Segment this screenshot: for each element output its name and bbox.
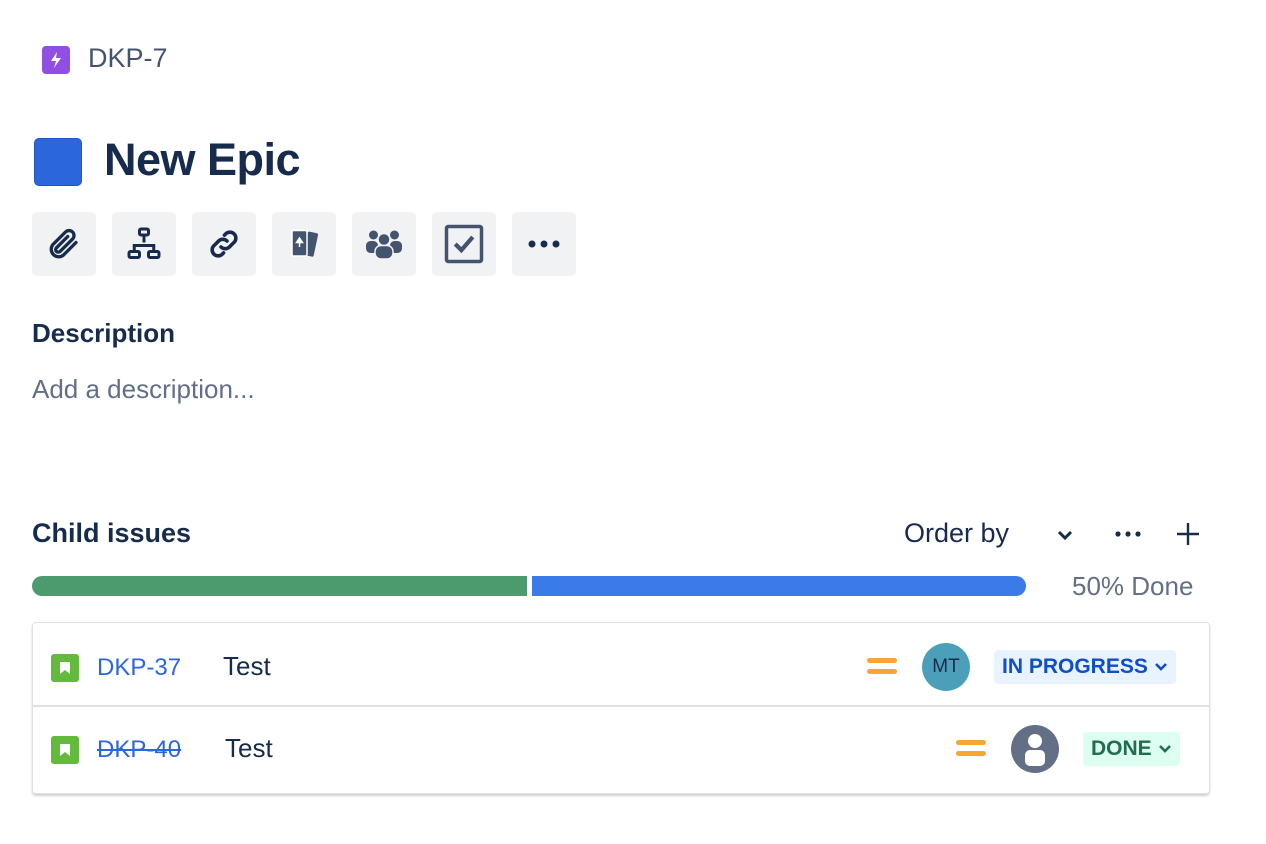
progress-remaining <box>532 576 1026 596</box>
epic-parent-icon <box>42 46 70 74</box>
paperclip-icon <box>49 228 78 259</box>
issue-summary[interactable]: Test <box>225 733 273 763</box>
link-icon <box>210 230 238 258</box>
table-row[interactable]: DKP-37 Test MT IN PROGRESS <box>33 623 1209 707</box>
issue-type-icon[interactable] <box>34 138 82 186</box>
table-row[interactable]: DKP-40 Test DONE <box>33 709 1209 793</box>
link-issue-button[interactable] <box>192 212 256 276</box>
child-more-icon[interactable] <box>1114 528 1142 540</box>
chevron-down-icon <box>1158 745 1171 753</box>
add-child-icon[interactable] <box>1175 521 1201 547</box>
chevron-down-icon[interactable] <box>1056 528 1074 542</box>
story-icon <box>51 736 79 764</box>
more-actions-button[interactable] <box>512 212 576 276</box>
checklist-button[interactable] <box>432 212 496 276</box>
issue-key-link[interactable]: DKP-37 <box>97 654 182 681</box>
order-by-button[interactable]: Order by <box>904 518 1010 548</box>
child-issue-button[interactable] <box>112 212 176 276</box>
person-icon <box>1025 734 1045 766</box>
issue-title[interactable]: New Epic <box>104 134 301 185</box>
description-input[interactable]: Add a description... <box>32 374 255 404</box>
status-dropdown[interactable]: IN PROGRESS <box>994 650 1176 684</box>
issue-summary[interactable]: Test <box>223 651 271 681</box>
chevron-down-icon <box>1154 663 1167 671</box>
status-dropdown[interactable]: DONE <box>1083 732 1180 766</box>
story-icon <box>51 654 79 682</box>
more-icon <box>528 240 560 248</box>
cards-icon <box>291 229 319 257</box>
child-issues-label: Child issues <box>32 518 192 548</box>
checkbox-icon <box>444 224 484 264</box>
status-label: DONE <box>1091 737 1152 760</box>
description-label: Description <box>32 318 176 348</box>
team-button[interactable] <box>352 212 416 276</box>
child-issues-list: DKP-37 Test MT IN PROGRESS DKP-40 Test D… <box>32 622 1210 794</box>
priority-medium-icon <box>867 652 897 680</box>
people-icon <box>366 230 402 260</box>
planning-poker-button[interactable] <box>272 212 336 276</box>
progress-done <box>32 576 527 596</box>
parent-issue-link[interactable]: DKP-7 <box>88 43 168 73</box>
attach-button[interactable] <box>32 212 96 276</box>
progress-label: 50% Done <box>1072 571 1194 601</box>
avatar[interactable]: MT <box>922 643 970 691</box>
unassigned-avatar[interactable] <box>1011 725 1059 773</box>
hierarchy-icon <box>127 227 161 259</box>
status-label: IN PROGRESS <box>1002 655 1148 678</box>
priority-medium-icon <box>956 734 986 762</box>
issue-key-link[interactable]: DKP-40 <box>97 736 182 763</box>
